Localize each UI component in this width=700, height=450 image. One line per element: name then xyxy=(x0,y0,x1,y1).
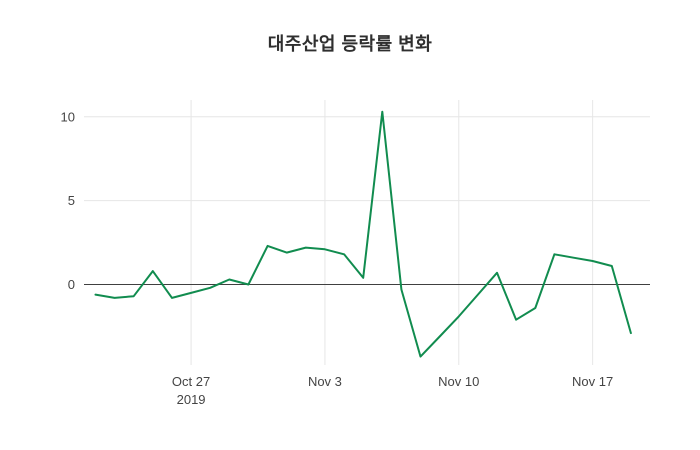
x-tick-label: Nov 3 xyxy=(308,374,342,389)
series-line xyxy=(94,110,632,358)
x-tick-label: Nov 10 xyxy=(438,374,479,389)
chart-title: 대주산업 등락률 변화 xyxy=(267,34,433,54)
x-tick-label: Oct 27 xyxy=(172,374,210,389)
x-tick-sublabel: 2019 xyxy=(177,392,206,407)
x-tick-label: Nov 17 xyxy=(572,374,613,389)
y-tick-label: 0 xyxy=(68,277,75,292)
y-tick-label: 10 xyxy=(61,109,75,124)
y-tick-label: 5 xyxy=(68,193,75,208)
